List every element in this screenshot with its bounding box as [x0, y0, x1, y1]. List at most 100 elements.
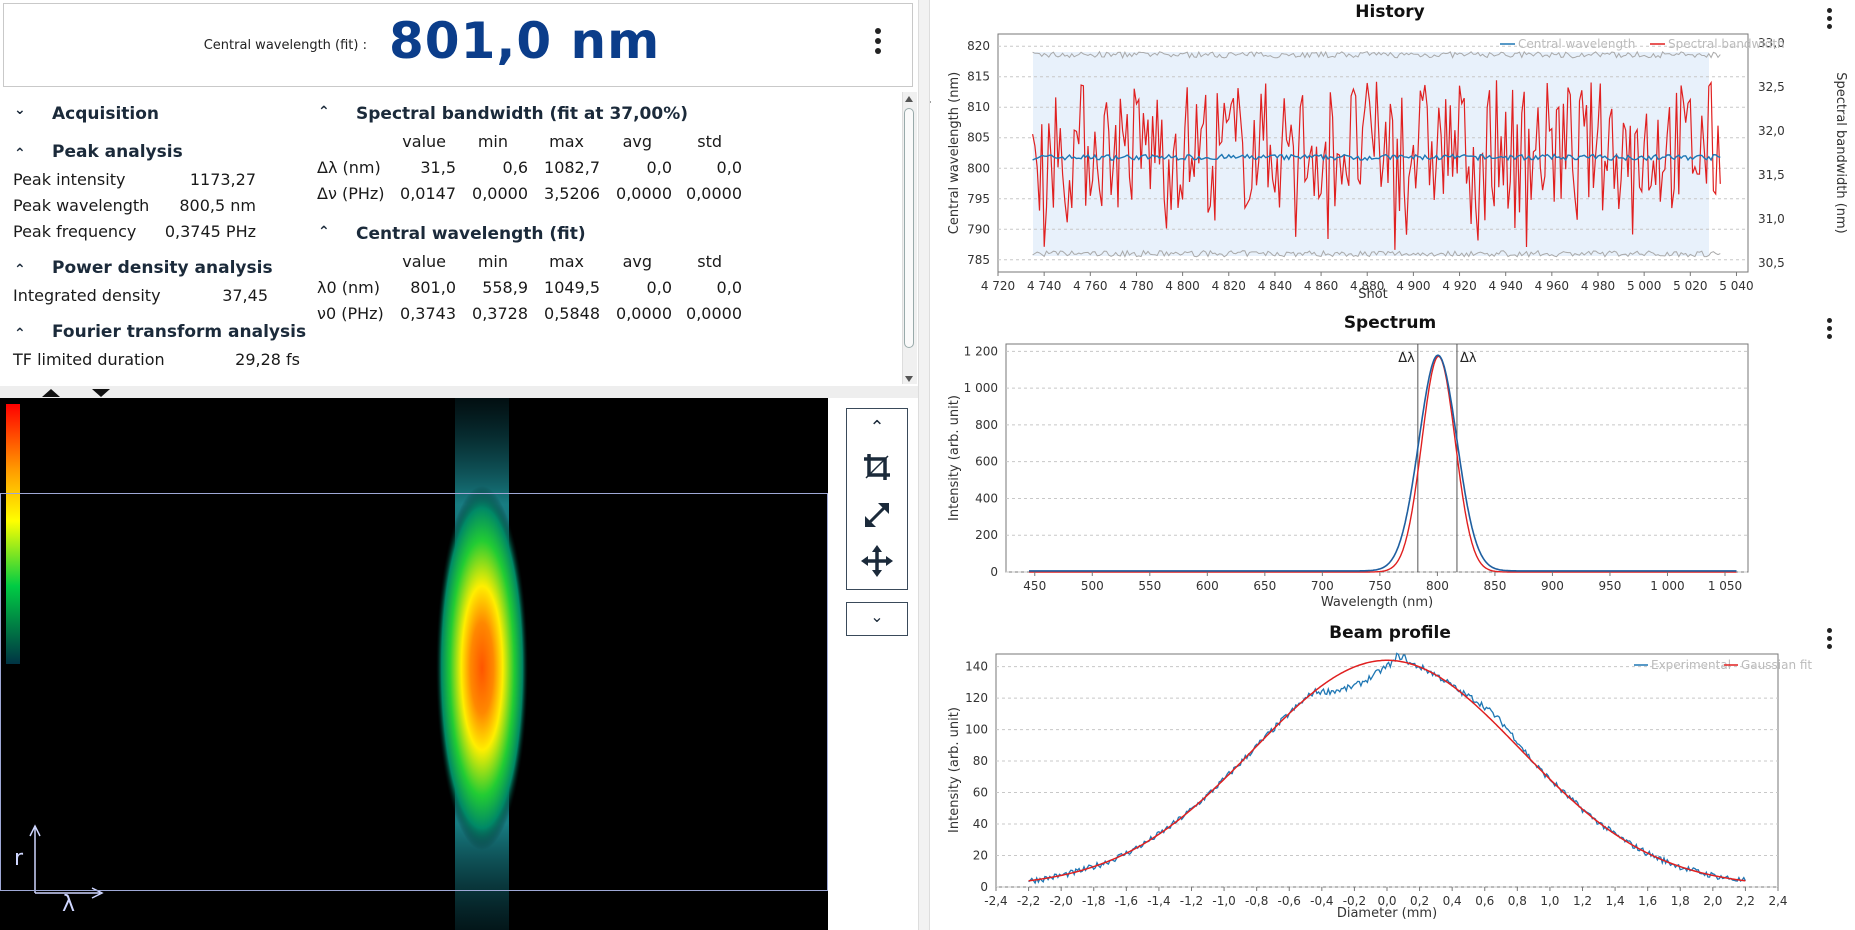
chevron-down-icon[interactable]: ⌄ — [14, 102, 26, 118]
chevron-up-icon[interactable]: ⌃ — [318, 224, 330, 240]
toolbar-up-button[interactable]: ⌃ — [869, 416, 885, 438]
region-of-interest[interactable] — [0, 493, 828, 891]
spectrum-plot-area — [1005, 343, 1749, 573]
section-peak-analysis[interactable]: Peak analysis — [52, 142, 183, 162]
col-header-value: value — [402, 252, 446, 271]
beam-xlabel: Diameter (mm) — [1337, 906, 1437, 921]
header-value: 801,0 nm — [389, 12, 661, 70]
peak-intensity-value: 1173,27 — [189, 170, 256, 189]
tf-limited-duration-value: 29,28 fs — [235, 350, 300, 369]
camera-image-view[interactable]: r λ — [0, 398, 828, 930]
y-tick-label: 820 — [967, 39, 990, 53]
x-tick-label: 4 820 — [1212, 279, 1246, 293]
table-cell: 0,0 — [716, 158, 742, 177]
x-tick-label: 450 — [1023, 579, 1046, 593]
table-cell: 31,5 — [420, 158, 456, 177]
table-cell: 801,0 — [410, 278, 456, 297]
y-tick-label: 795 — [967, 192, 990, 206]
col-header-min: min — [477, 252, 508, 271]
horizontal-splitter[interactable] — [0, 386, 918, 398]
x-tick-label: -0,8 — [1245, 894, 1268, 908]
header-kebab-menu-icon[interactable] — [872, 28, 884, 58]
x-tick-label: 4 980 — [1581, 279, 1615, 293]
section-spectral-bandwidth[interactable]: Spectral bandwidth (fit at 37,00%) — [356, 104, 689, 124]
splitter-down-arrow-icon[interactable] — [92, 389, 110, 397]
y2-tick-label: 31,5 — [1758, 168, 1785, 182]
y-tick-label: 785 — [967, 253, 990, 267]
y-tick-label: 810 — [967, 100, 990, 114]
y-tick-label: 40 — [973, 817, 988, 831]
col-header-std: std — [697, 252, 722, 271]
x-tick-label: 2,4 — [1768, 894, 1787, 908]
table-cell: 0,3743 — [400, 304, 456, 323]
chevron-up-icon[interactable]: ⌃ — [318, 104, 330, 120]
scroll-down-arrow-icon[interactable] — [905, 376, 913, 382]
table-cell: 0,6 — [502, 158, 528, 177]
y-tick-label: 1 200 — [964, 344, 998, 358]
beam-profile-kebab-menu-icon[interactable] — [1827, 628, 1833, 652]
x-tick-label: 1,4 — [1606, 894, 1625, 908]
y-tick-label: 200 — [975, 528, 998, 542]
col-header-std: std — [697, 132, 722, 151]
y-tick-label: 800 — [967, 161, 990, 175]
x-tick-label: -2,0 — [1049, 894, 1072, 908]
history-ylabel-right: Spectral bandwidth (nm) — [1833, 72, 1848, 234]
chevron-up-icon[interactable]: ⌃ — [14, 262, 26, 278]
camera-image — [6, 398, 528, 930]
x-tick-label: 950 — [1599, 579, 1622, 593]
beam-plot-area — [995, 653, 1779, 888]
beam-profile-chart[interactable]: -2,4 -2,2 -2,0 -1,8 -1,6 -1,4 -1,2 -1,0 -0,8 -0,6… — [940, 646, 1855, 930]
chevron-up-icon[interactable]: ⌃ — [14, 146, 26, 162]
table-cell: 0,0147 — [400, 184, 456, 203]
image-toolbar: ⌃ — [846, 408, 908, 590]
history-chart[interactable]: 4 720 4 740 4 760 4 780 4 800 4 820 4 840 4 860… — [940, 22, 1855, 312]
chevron-up-icon[interactable]: ⌃ — [14, 326, 26, 342]
beam-profile-title: Beam profile — [1329, 623, 1451, 643]
panel-scrollbar-thumb[interactable] — [904, 108, 914, 348]
x-tick-label: 4 880 — [1350, 279, 1384, 293]
y-tick-label: 815 — [967, 70, 990, 84]
vertical-splitter[interactable] — [918, 0, 930, 930]
x-tick-label: -1,0 — [1212, 894, 1235, 908]
section-fourier-transform[interactable]: Fourier transform analysis — [52, 322, 307, 342]
table-cell: 0,0000 — [686, 184, 742, 203]
zoom-fit-icon[interactable] — [847, 493, 907, 537]
x-tick-label: -0,6 — [1278, 894, 1301, 908]
crop-icon[interactable] — [847, 445, 907, 489]
x-tick-label: 650 — [1253, 579, 1276, 593]
legend-central-wavelength: Central wavelength — [1518, 37, 1635, 51]
r-axis-arrow — [29, 824, 41, 837]
y2-tick-label: 30,5 — [1758, 256, 1785, 270]
table-cell: 558,9 — [482, 278, 528, 297]
x-tick-label: 5 000 — [1627, 279, 1661, 293]
section-acquisition[interactable]: Acquisition — [52, 104, 160, 124]
spectrum-xlabel: Wavelength (nm) — [1321, 595, 1433, 610]
toolbar-down-button[interactable]: ⌄ — [846, 602, 908, 636]
spectrum-kebab-menu-icon[interactable] — [1827, 318, 1833, 342]
pan-move-icon[interactable] — [847, 539, 907, 583]
y2-tick-label: 31,0 — [1758, 212, 1785, 226]
x-tick-label: 750 — [1368, 579, 1391, 593]
history-kebab-menu-icon[interactable] — [1827, 8, 1833, 32]
lambda-axis-arrow — [91, 887, 104, 899]
delta-lambda-label: Δλ (nm) — [317, 158, 381, 177]
x-tick-label: 0,8 — [1508, 894, 1527, 908]
x-tick-label: 5 040 — [1719, 279, 1753, 293]
x-tick-label: 850 — [1483, 579, 1506, 593]
table-cell: 0,0000 — [472, 184, 528, 203]
beam-gaussian-fit-line — [1028, 659, 1746, 882]
x-tick-label: 0,2 — [1410, 894, 1429, 908]
spectrum-chart[interactable]: Δλ Δλ 450 500 550 600 650 700 750 800 850 900 950 1… — [940, 336, 1855, 618]
history-title: History — [1355, 2, 1425, 22]
tf-limited-duration-label: TF limited duration — [13, 350, 165, 369]
x-tick-label: -2,4 — [984, 894, 1007, 908]
history-lower-envelope — [1032, 249, 1721, 258]
y2-tick-label: 32,5 — [1758, 80, 1785, 94]
scroll-up-arrow-icon[interactable] — [905, 96, 913, 102]
col-header-value: value — [402, 132, 446, 151]
x-tick-label: 2,2 — [1736, 894, 1755, 908]
section-central-wavelength[interactable]: Central wavelength (fit) — [356, 224, 586, 244]
x-tick-label: 500 — [1081, 579, 1104, 593]
splitter-up-arrow-icon[interactable] — [42, 389, 60, 397]
section-power-density[interactable]: Power density analysis — [52, 258, 273, 278]
